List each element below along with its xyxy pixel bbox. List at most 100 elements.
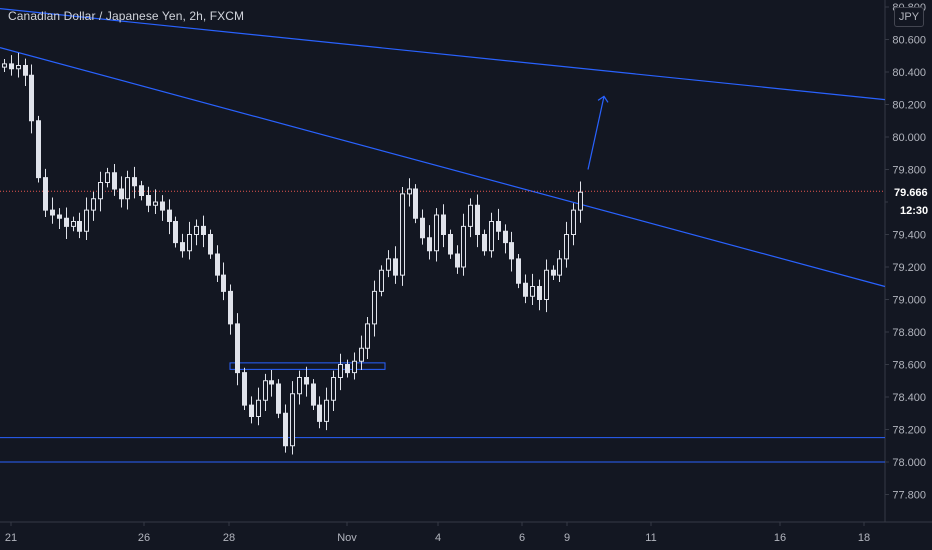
candle-body xyxy=(338,364,343,378)
last-price-tag: 79.666 12:30 xyxy=(888,183,932,221)
candle-body xyxy=(523,282,528,297)
candle-body xyxy=(448,234,453,255)
candle-body xyxy=(16,65,21,70)
price-axis-label: 77.800 xyxy=(892,490,926,502)
candle-body xyxy=(441,214,446,235)
time-axis-label: 16 xyxy=(774,532,786,544)
candle-body xyxy=(91,198,96,211)
candle-body xyxy=(304,377,309,385)
candle-body xyxy=(77,221,82,232)
candle-body xyxy=(167,209,172,222)
candle-body xyxy=(331,377,336,401)
candle-body xyxy=(400,193,405,276)
price-axis-label: 78.600 xyxy=(892,360,926,372)
candle-body xyxy=(393,258,398,276)
candle-body xyxy=(36,120,41,179)
symbol-title: Canadian Dollar / Japanese Yen, 2h, FXCM xyxy=(8,9,245,23)
candle-body xyxy=(386,258,391,271)
candle-body xyxy=(146,195,151,206)
candle-body xyxy=(317,404,322,422)
candle-body xyxy=(208,234,213,255)
time-axis-label: 6 xyxy=(519,532,525,544)
candle-body xyxy=(475,204,480,235)
last-price-label: 79.666 xyxy=(894,187,928,199)
time-axis-label: 4 xyxy=(435,532,441,544)
price-axis-label: 79.400 xyxy=(892,230,926,242)
candle-body xyxy=(50,209,55,216)
price-axis-label: 80.600 xyxy=(892,35,926,47)
candle-body xyxy=(215,253,220,276)
bar-countdown-label: 12:30 xyxy=(900,205,929,217)
candle-body xyxy=(139,185,144,196)
candle-body xyxy=(427,237,432,252)
candle-body xyxy=(372,290,377,325)
candle-body xyxy=(201,225,206,235)
candle-body xyxy=(112,172,117,190)
candle-body xyxy=(407,188,412,195)
candle-body xyxy=(194,225,199,235)
candle-body xyxy=(544,269,549,300)
candle-body xyxy=(235,323,240,374)
candle-body xyxy=(564,234,569,260)
price-axis-label: 78.800 xyxy=(892,327,926,339)
candle-body xyxy=(276,383,281,414)
trendline xyxy=(0,47,886,288)
candle-body xyxy=(489,221,494,252)
candle-body xyxy=(413,188,418,219)
candle-body xyxy=(496,221,501,232)
candle-body xyxy=(537,286,542,300)
candle-body xyxy=(228,290,233,325)
candle-body xyxy=(578,191,583,211)
candle-body xyxy=(324,399,329,422)
time-axis-label: 9 xyxy=(564,532,570,544)
price-axis-label: 79.200 xyxy=(892,262,926,274)
time-axis-label: Nov xyxy=(337,532,357,544)
candle-body xyxy=(160,201,165,211)
time-axis-label: 18 xyxy=(858,532,870,544)
candle-body xyxy=(263,380,268,401)
candle-body xyxy=(283,412,288,447)
candle-body xyxy=(468,204,473,227)
candle-body xyxy=(434,214,439,252)
time-axis-label: 21 xyxy=(5,532,17,544)
price-axis-label: 80.400 xyxy=(892,67,926,79)
candle-body xyxy=(516,258,521,284)
candle-body xyxy=(482,234,487,252)
candle-body xyxy=(180,242,185,252)
candle-body xyxy=(153,201,158,206)
time-axis-label: 28 xyxy=(223,532,235,544)
candle-body xyxy=(98,182,103,200)
candle-body xyxy=(249,404,254,417)
candle-body xyxy=(64,217,69,227)
candle-body xyxy=(187,234,192,252)
candle-body xyxy=(84,209,89,232)
trendline xyxy=(0,8,886,101)
candle-body xyxy=(9,63,14,70)
candle-body xyxy=(503,230,508,244)
currency-badge[interactable]: JPY xyxy=(894,7,924,27)
candle-body xyxy=(455,253,460,268)
candle-body xyxy=(242,372,247,406)
candle-body xyxy=(119,188,124,200)
time-axis-label: 26 xyxy=(138,532,150,544)
candle-body xyxy=(551,269,556,276)
candle-body xyxy=(379,269,384,292)
candle-body xyxy=(297,377,302,395)
candle-body xyxy=(23,65,28,76)
price-axis-label: 78.400 xyxy=(892,392,926,404)
candle-body xyxy=(352,360,357,374)
candle-body xyxy=(132,177,137,187)
price-axis-label: 78.000 xyxy=(892,457,926,469)
candle-body xyxy=(557,258,562,276)
price-axis-label: 80.000 xyxy=(892,132,926,144)
candle-body xyxy=(43,177,48,211)
candle-body xyxy=(71,221,76,227)
price-axis-label: 80.200 xyxy=(892,100,926,112)
price-axis-label: 78.200 xyxy=(892,425,926,437)
candle-body xyxy=(57,214,62,219)
candle-body xyxy=(420,217,425,239)
candle-body xyxy=(345,364,350,374)
candle-body xyxy=(311,383,316,406)
